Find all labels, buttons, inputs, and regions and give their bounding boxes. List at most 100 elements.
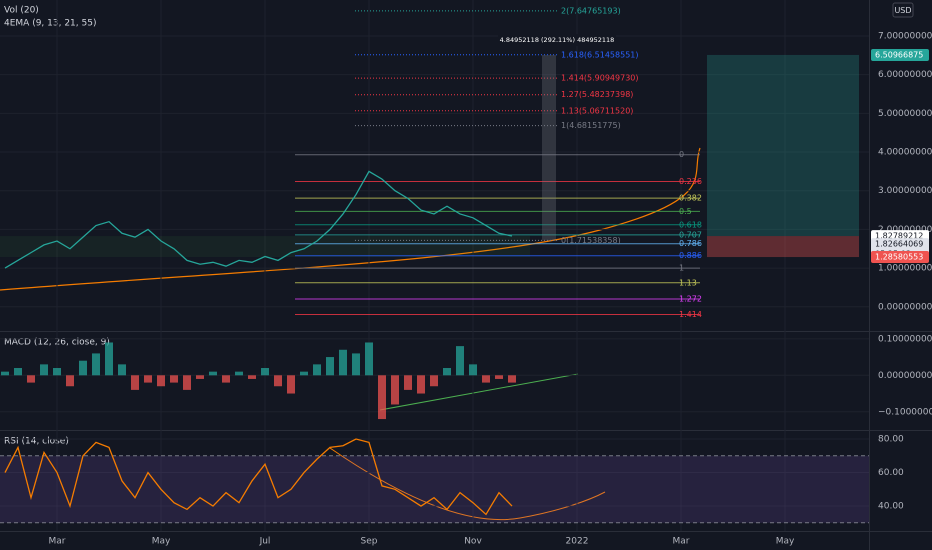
histogram-bar bbox=[469, 364, 477, 376]
histogram-bar bbox=[157, 375, 165, 387]
y-tick-label: −0.10000000 bbox=[878, 407, 932, 417]
y-tick-label: 60.00 bbox=[878, 468, 904, 478]
histogram-bar bbox=[326, 357, 334, 376]
fib-extension-label: 2(7.64765193) bbox=[561, 6, 621, 15]
price-label: 1.82789212 bbox=[875, 232, 923, 241]
fib-extension-label: 0(1.71538358) bbox=[561, 236, 621, 245]
currency-box[interactable] bbox=[892, 2, 914, 18]
y-tick-label: 0.00000000 bbox=[878, 371, 932, 381]
currency: USD bbox=[894, 6, 911, 15]
price-label: 1.28580553 bbox=[875, 253, 923, 262]
histogram-bar bbox=[66, 375, 74, 387]
fib-label: 0 bbox=[679, 150, 684, 159]
rsi-curve bbox=[329, 447, 606, 521]
x-tick-label: Jul bbox=[259, 537, 271, 547]
x-tick-label: May bbox=[152, 537, 171, 547]
histogram-bar bbox=[261, 368, 269, 376]
histogram-bar bbox=[1, 371, 9, 376]
x-tick-label: Mar bbox=[673, 537, 690, 547]
y-tick-label: 4.00000000 bbox=[878, 148, 932, 158]
y-tick-label: 6.00000000 bbox=[878, 70, 932, 80]
histogram-bar bbox=[40, 364, 48, 376]
fib-label: 1.13 bbox=[679, 278, 697, 287]
histogram-bar bbox=[144, 375, 152, 383]
fib-extension-label: 1.13(5.06711520) bbox=[561, 106, 633, 115]
histogram-bar bbox=[235, 371, 243, 376]
y-tick-label: 2.00000000 bbox=[878, 225, 932, 235]
fib-extension-label: 1.618(6.51458551) bbox=[561, 50, 639, 59]
histogram-bar bbox=[274, 375, 282, 387]
price-label-box bbox=[871, 48, 929, 61]
histogram-bar bbox=[430, 375, 438, 387]
histogram-bar bbox=[92, 353, 100, 376]
x-tick-label: Nov bbox=[464, 537, 482, 547]
indicator-label: Vol (20) bbox=[4, 6, 39, 16]
histogram-bar bbox=[417, 375, 425, 394]
histogram-bar bbox=[222, 375, 230, 383]
histogram-bar bbox=[209, 371, 217, 376]
position-target bbox=[707, 54, 859, 237]
y-tick-label: 7.00000000 bbox=[878, 31, 932, 41]
histogram-bar bbox=[287, 375, 295, 394]
x-tick-label: May bbox=[776, 537, 795, 547]
series-line bbox=[4, 170, 513, 269]
y-tick-label: 3.00000000 bbox=[878, 186, 932, 196]
x-tick-label: Mar bbox=[49, 537, 66, 547]
histogram-bar bbox=[170, 375, 178, 383]
histogram-bar bbox=[118, 364, 126, 376]
histogram-bar bbox=[456, 346, 464, 376]
fib-label: 0.707 bbox=[679, 230, 702, 239]
fib-label: 0.5 bbox=[679, 207, 692, 216]
histogram-bar bbox=[339, 349, 347, 376]
fib-label: 1 bbox=[679, 264, 684, 273]
histogram-bar bbox=[300, 371, 308, 376]
histogram-bar bbox=[53, 368, 61, 376]
measure-box bbox=[498, 34, 616, 46]
histogram-bar bbox=[443, 368, 451, 376]
fib-label: 1.414 bbox=[679, 310, 702, 319]
range-zone bbox=[0, 236, 530, 258]
fib-extension-label: 1.27(5.48237398) bbox=[561, 90, 633, 99]
price-label-box bbox=[871, 251, 929, 264]
fib-label: 0.618 bbox=[679, 220, 702, 229]
position-stop bbox=[707, 236, 859, 258]
histogram-bar bbox=[27, 375, 35, 383]
histogram-bar bbox=[404, 375, 412, 390]
trend-curve bbox=[0, 147, 701, 291]
fib-label: 0.886 bbox=[679, 251, 702, 260]
histogram-bar bbox=[378, 375, 386, 420]
histogram-bar bbox=[183, 375, 191, 390]
histogram-bar bbox=[313, 364, 321, 376]
measure-range bbox=[542, 54, 556, 241]
histogram-bar bbox=[196, 375, 204, 379]
histogram-bar bbox=[14, 368, 22, 376]
histogram-bar bbox=[248, 375, 256, 379]
price-label: 6.50966875 bbox=[875, 50, 923, 59]
price-label: 1.82664069 bbox=[875, 240, 923, 249]
y-tick-label: 5.00000000 bbox=[878, 109, 932, 119]
histogram-bar bbox=[508, 375, 516, 383]
histogram-bar bbox=[482, 375, 490, 383]
x-tick-label: Sep bbox=[361, 537, 378, 547]
histogram-bar bbox=[79, 360, 87, 376]
fib-label: 0.382 bbox=[679, 194, 702, 203]
histogram-bar bbox=[105, 342, 113, 376]
series-line bbox=[4, 438, 513, 516]
histogram-bar bbox=[391, 375, 399, 405]
y-tick-label: 0.10000000 bbox=[878, 334, 932, 344]
histogram-bar bbox=[131, 375, 139, 390]
fib-extension-label: 1(4.68151775) bbox=[561, 121, 621, 130]
histogram-bar bbox=[495, 375, 503, 379]
histogram-bar bbox=[352, 353, 360, 376]
rsi-title: RSI (14, close) bbox=[4, 437, 69, 447]
y-tick-label: 0.00000000 bbox=[878, 302, 932, 312]
indicator-label: 4EMA (9, 13, 21, 55) bbox=[4, 19, 96, 29]
fib-label: 1.272 bbox=[679, 295, 702, 304]
histogram-bar bbox=[365, 342, 373, 376]
trend-line bbox=[379, 373, 579, 411]
fib-extension-label: 1.414(5.90949730) bbox=[561, 74, 639, 83]
y-tick-label: 1.00000000 bbox=[878, 264, 932, 274]
x-tick-label: 2022 bbox=[566, 537, 589, 547]
y-tick-label: 40.00 bbox=[878, 502, 904, 512]
